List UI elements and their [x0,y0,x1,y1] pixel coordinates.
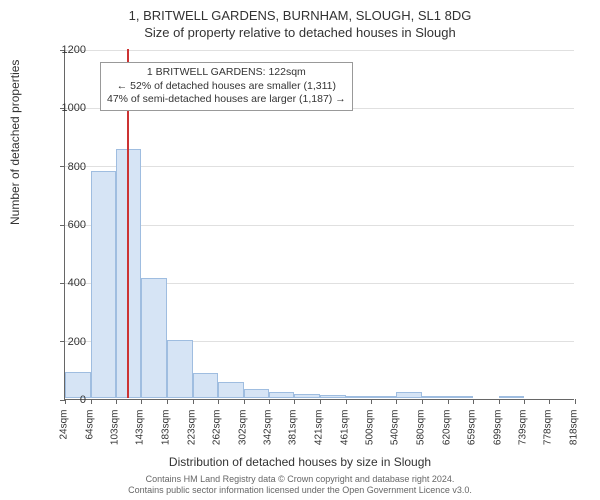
histogram-bar [422,396,448,398]
xtick-mark [244,399,245,404]
ytick-label: 1000 [46,102,86,114]
gridline [65,50,574,51]
ytick-label: 400 [46,277,86,289]
y-axis-label: Number of detached properties [8,60,22,225]
xtick-mark [499,399,500,404]
xtick-label: 778sqm [543,410,554,460]
xtick-label: 580sqm [416,410,427,460]
histogram-bar [218,382,244,398]
xtick-mark [91,399,92,404]
title-line-2: Size of property relative to detached ho… [0,23,600,40]
annotation-line-2: ← 52% of detached houses are smaller (1,… [107,80,346,94]
histogram-bar [371,396,397,398]
chart-container: 1, BRITWELL GARDENS, BURNHAM, SLOUGH, SL… [0,0,600,500]
histogram-bar [499,396,525,398]
histogram-bar [269,392,294,398]
ytick-label: 200 [46,336,86,348]
annotation-box: 1 BRITWELL GARDENS: 122sqm ← 52% of deta… [100,62,353,111]
xtick-label: 223sqm [186,410,197,460]
xtick-label: 659sqm [466,410,477,460]
xtick-mark [193,399,194,404]
xtick-label: 302sqm [237,410,248,460]
xtick-label: 64sqm [84,410,95,460]
histogram-bar [244,389,270,398]
title-line-1: 1, BRITWELL GARDENS, BURNHAM, SLOUGH, SL… [0,0,600,23]
xtick-mark [218,399,219,404]
xtick-label: 262sqm [211,410,222,460]
attribution-line-1: Contains HM Land Registry data © Crown c… [0,474,600,485]
xtick-mark [346,399,347,404]
xtick-label: 381sqm [288,410,299,460]
xtick-label: 500sqm [364,410,375,460]
xtick-label: 620sqm [441,410,452,460]
ytick-label: 800 [46,161,86,173]
histogram-bar [320,395,346,398]
histogram-bar [448,396,473,398]
xtick-label: 461sqm [339,410,350,460]
histogram-bar [396,392,422,398]
xtick-mark [473,399,474,404]
xtick-label: 699sqm [492,410,503,460]
attribution-line-2: Contains public sector information licen… [0,485,600,496]
annotation-line-3: 47% of semi-detached houses are larger (… [107,93,346,107]
xtick-label: 421sqm [314,410,325,460]
xtick-label: 103sqm [109,410,120,460]
xtick-label: 183sqm [161,410,172,460]
histogram-bar [91,171,116,399]
xtick-label: 540sqm [390,410,401,460]
xtick-label: 739sqm [518,410,529,460]
histogram-bar [141,278,167,398]
histogram-bar [294,394,320,398]
histogram-bar [167,340,193,398]
ytick-label: 0 [46,394,86,406]
xtick-mark [396,399,397,404]
xtick-mark [167,399,168,404]
xtick-mark [294,399,295,404]
xtick-mark [549,399,550,404]
xtick-mark [269,399,270,404]
histogram-bar [346,396,371,398]
attribution: Contains HM Land Registry data © Crown c… [0,474,600,496]
xtick-mark [320,399,321,404]
ytick-label: 600 [46,219,86,231]
xtick-label: 24sqm [59,410,70,460]
histogram-bar [193,373,218,398]
xtick-mark [116,399,117,404]
xtick-label: 342sqm [263,410,274,460]
xtick-mark [371,399,372,404]
xtick-mark [141,399,142,404]
xtick-mark [448,399,449,404]
annotation-line-1: 1 BRITWELL GARDENS: 122sqm [107,66,346,80]
xtick-label: 143sqm [135,410,146,460]
xtick-label: 818sqm [569,410,580,460]
xtick-mark [524,399,525,404]
xtick-mark [575,399,576,404]
ytick-label: 1200 [46,44,86,56]
xtick-mark [422,399,423,404]
